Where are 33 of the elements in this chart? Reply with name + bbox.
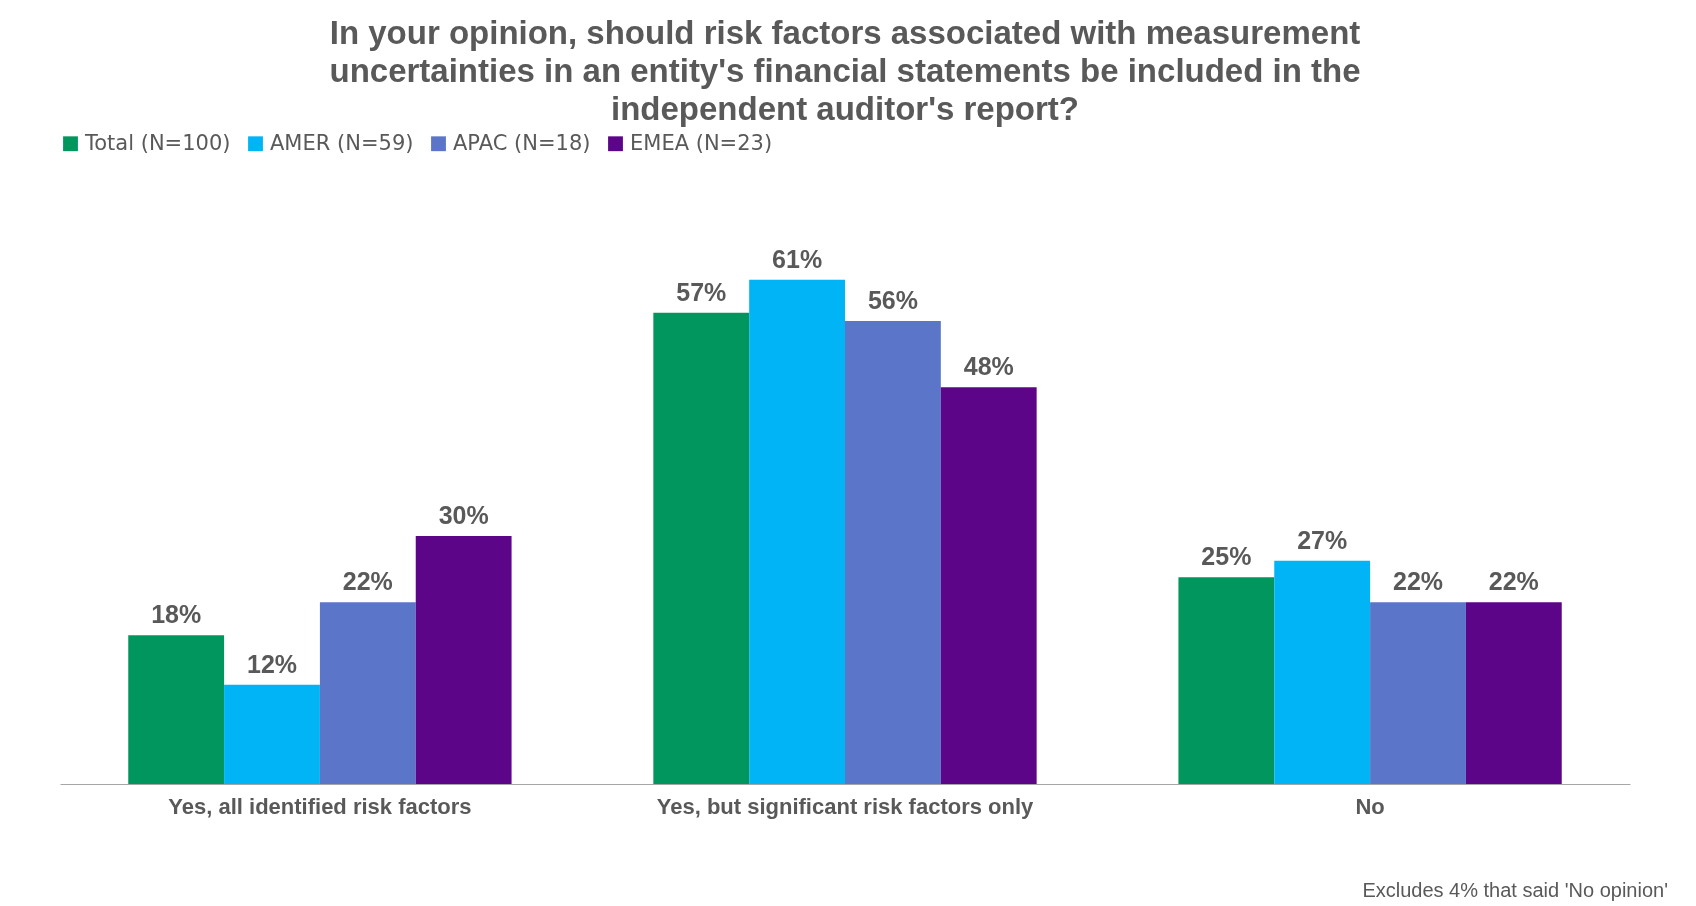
data-label: 48%	[963, 352, 1014, 381]
bar	[940, 387, 1037, 784]
x-tick-label: No	[1355, 793, 1385, 819]
data-label: 57%	[676, 277, 727, 306]
bar	[1370, 602, 1466, 784]
bar	[415, 536, 512, 784]
data-label: 27%	[1297, 525, 1348, 554]
chart-title: In your opinion, should risk factors associated with measurement uncertainties in an entity's financial statements be included in the independent auditor's report?	[329, 14, 1361, 127]
data-label: 22%	[342, 567, 393, 596]
legend-label: APAC (N=18)	[453, 130, 591, 155]
legend-label: Total (N=100)	[84, 130, 231, 155]
bar	[749, 279, 845, 784]
data-label: 18%	[151, 600, 202, 629]
bar	[845, 321, 941, 784]
data-label: 12%	[246, 649, 298, 678]
data-label: 25%	[1201, 542, 1252, 571]
bar	[224, 684, 320, 784]
bar	[653, 312, 750, 784]
text: Excludes 4% that said 'No opinion'	[1362, 879, 1668, 902]
bar	[128, 635, 225, 784]
bar	[1274, 560, 1371, 784]
bar	[319, 602, 416, 784]
x-tick-label: Yes, all identified risk factors	[168, 793, 472, 819]
data-label: 61%	[772, 244, 823, 273]
data-label: 56%	[867, 286, 918, 315]
data-label: 22%	[1392, 567, 1444, 596]
legend-label: EMEA (N=23)	[630, 130, 773, 155]
data-label: 22%	[1488, 567, 1539, 596]
data-label: 30%	[438, 501, 489, 529]
bar	[1178, 577, 1275, 784]
legend-label: AMER (N=59)	[270, 130, 414, 155]
x-tick-label: Yes, but significant risk factors only	[656, 793, 1035, 819]
bar	[1465, 602, 1562, 784]
